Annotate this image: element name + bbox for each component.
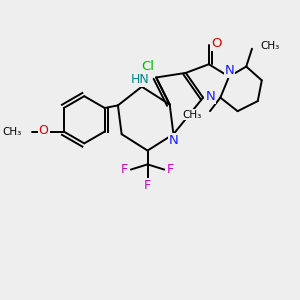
Text: N: N — [169, 134, 179, 147]
Text: CH₃: CH₃ — [183, 110, 202, 120]
Text: CH₃: CH₃ — [3, 127, 22, 136]
Text: F: F — [121, 163, 128, 176]
Text: Cl: Cl — [142, 60, 154, 73]
Text: N: N — [206, 90, 215, 103]
Text: N: N — [225, 64, 234, 77]
Text: F: F — [167, 163, 174, 176]
Text: HN: HN — [131, 73, 150, 86]
Text: O: O — [211, 37, 221, 50]
Text: CH₃: CH₃ — [260, 41, 279, 51]
Text: O: O — [39, 124, 49, 137]
Text: F: F — [144, 179, 151, 192]
